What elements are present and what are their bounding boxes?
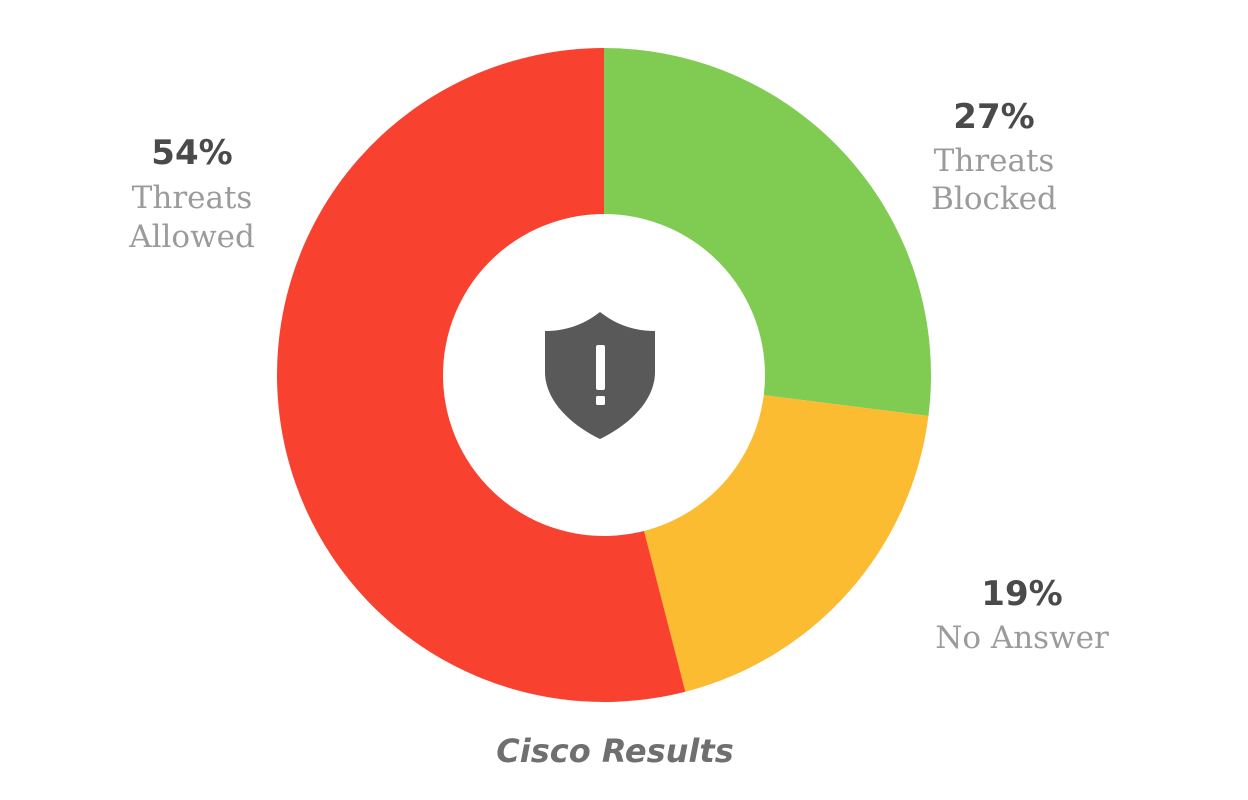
donut-slices <box>277 48 931 702</box>
slice-threats-allowed <box>277 48 686 702</box>
slice-label-threats-allowed-line2: Allowed <box>128 219 255 255</box>
slice-label-threats-blocked-line1: Threats <box>934 143 1055 179</box>
slice-label-no-answer: No Answer <box>935 620 1109 656</box>
slice-value-no-answer: 19% <box>981 574 1062 614</box>
chart-title: Cisco Results <box>496 732 733 770</box>
slice-label-threats-allowed-line1: Threats <box>132 180 253 216</box>
slice-label-threats-blocked-line2: Blocked <box>931 181 1057 217</box>
shield-alert-icon <box>545 312 655 439</box>
slice-value-threats-blocked: 27% <box>953 97 1034 137</box>
slice-value-threats-allowed: 54% <box>151 133 232 173</box>
slice-no-answer <box>644 395 929 692</box>
slice-threats-blocked <box>604 48 931 416</box>
